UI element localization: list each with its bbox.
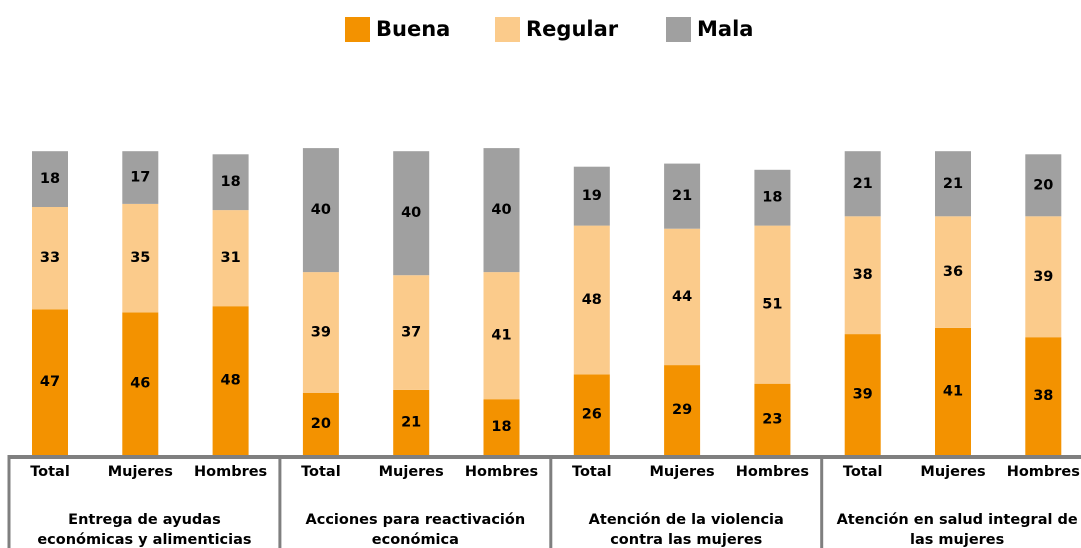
bar-segment: [664, 163, 701, 229]
bar-segment: [302, 272, 339, 393]
data-label: 39: [1033, 269, 1053, 285]
bar-segment: [573, 166, 610, 226]
bar-segment: [1025, 337, 1062, 455]
bar-segment: [393, 275, 430, 390]
bar-segment: [935, 151, 971, 217]
bar-segment: [32, 309, 68, 455]
bar-segment: [573, 225, 610, 375]
x-tick-label: Total: [572, 464, 612, 480]
bar-segment: [664, 228, 701, 366]
data-label: 21: [943, 176, 963, 192]
data-label: 38: [853, 267, 873, 283]
x-tick-label: Mujeres: [379, 464, 444, 480]
data-label: 35: [130, 250, 150, 266]
data-label: 44: [672, 289, 692, 305]
bar-segment: [32, 207, 68, 310]
data-label: 29: [672, 402, 692, 418]
data-label: 39: [853, 387, 873, 403]
x-tick-label: Mujeres: [920, 464, 985, 480]
x-tick-label: Total: [301, 464, 341, 480]
data-label: 18: [221, 174, 241, 190]
x-tick-label: Hombres: [736, 464, 809, 480]
bar-segment: [302, 393, 339, 455]
legend-label: Regular: [526, 17, 619, 41]
data-label: 21: [672, 188, 692, 204]
bar-segment: [122, 203, 159, 313]
legend-swatch: [666, 17, 691, 42]
bar-segment: [844, 151, 881, 217]
legend-swatch: [345, 17, 370, 42]
data-label: 33: [40, 250, 60, 266]
data-label: 37: [401, 325, 421, 341]
data-label: 20: [311, 416, 331, 432]
bar-segment: [212, 306, 249, 455]
group-label: Atención en salud integral de las mujere…: [836, 512, 1078, 548]
data-label: 46: [130, 376, 150, 392]
x-tick-label: Hombres: [194, 464, 267, 480]
bar-segment: [1025, 216, 1062, 338]
bar-segment: [212, 154, 249, 211]
bar-segment: [1025, 154, 1062, 217]
data-label: 21: [401, 414, 421, 430]
data-label: 26: [582, 407, 602, 423]
bar-segment: [32, 151, 68, 207]
data-label: 19: [582, 188, 602, 204]
data-label: 51: [762, 297, 782, 313]
bar-segment: [573, 374, 610, 455]
data-label: 18: [762, 190, 782, 206]
data-label: 41: [943, 383, 963, 399]
data-label: 48: [582, 292, 602, 308]
data-label: 36: [943, 264, 963, 280]
data-label: 48: [221, 373, 241, 389]
bar-segment: [754, 169, 791, 226]
group-label: Entrega de ayudas económicas y alimentic…: [37, 512, 252, 548]
data-label: 38: [1033, 388, 1053, 404]
data-label: 21: [853, 176, 873, 192]
bar-segment: [483, 399, 520, 455]
x-tick-label: Mujeres: [108, 464, 173, 480]
bar-segment: [302, 148, 339, 273]
group-label: Atención de la violencia contra las muje…: [588, 512, 784, 548]
x-tick-label: Total: [30, 464, 70, 480]
data-label: 18: [491, 419, 511, 435]
bar-segment: [122, 312, 159, 455]
bar-segment: [844, 216, 881, 335]
bar-segment: [844, 334, 881, 455]
legend-swatch: [495, 17, 520, 42]
group-label: Acciones para reactivación económica: [305, 512, 526, 548]
bar-segment: [483, 148, 520, 273]
data-label: 20: [1033, 177, 1053, 193]
bar-segment: [935, 216, 971, 328]
data-label: 23: [762, 411, 782, 427]
data-label: 40: [491, 202, 511, 218]
x-tick-label: Mujeres: [650, 464, 715, 480]
bar-segment: [393, 389, 430, 455]
bar-segment: [754, 225, 791, 384]
x-tick-label: Hombres: [465, 464, 538, 480]
data-label: 31: [221, 250, 241, 266]
bar-segment: [212, 210, 249, 307]
bar-segment: [754, 383, 791, 455]
data-label: 47: [40, 374, 60, 390]
bar-segment: [483, 272, 520, 400]
bar-segment: [393, 151, 430, 276]
data-label: 39: [311, 325, 331, 341]
data-label: 40: [311, 202, 331, 218]
data-label: 18: [40, 171, 60, 187]
legend-label: Mala: [697, 17, 753, 41]
bar-segment: [664, 365, 701, 455]
x-tick-label: Total: [843, 464, 883, 480]
legend-label: Buena: [376, 17, 450, 41]
bar-segment: [935, 327, 971, 455]
data-label: 17: [130, 170, 150, 186]
x-tick-label: Hombres: [1007, 464, 1080, 480]
data-label: 40: [401, 205, 421, 221]
bar-segment: [122, 151, 159, 204]
data-label: 41: [491, 328, 511, 344]
